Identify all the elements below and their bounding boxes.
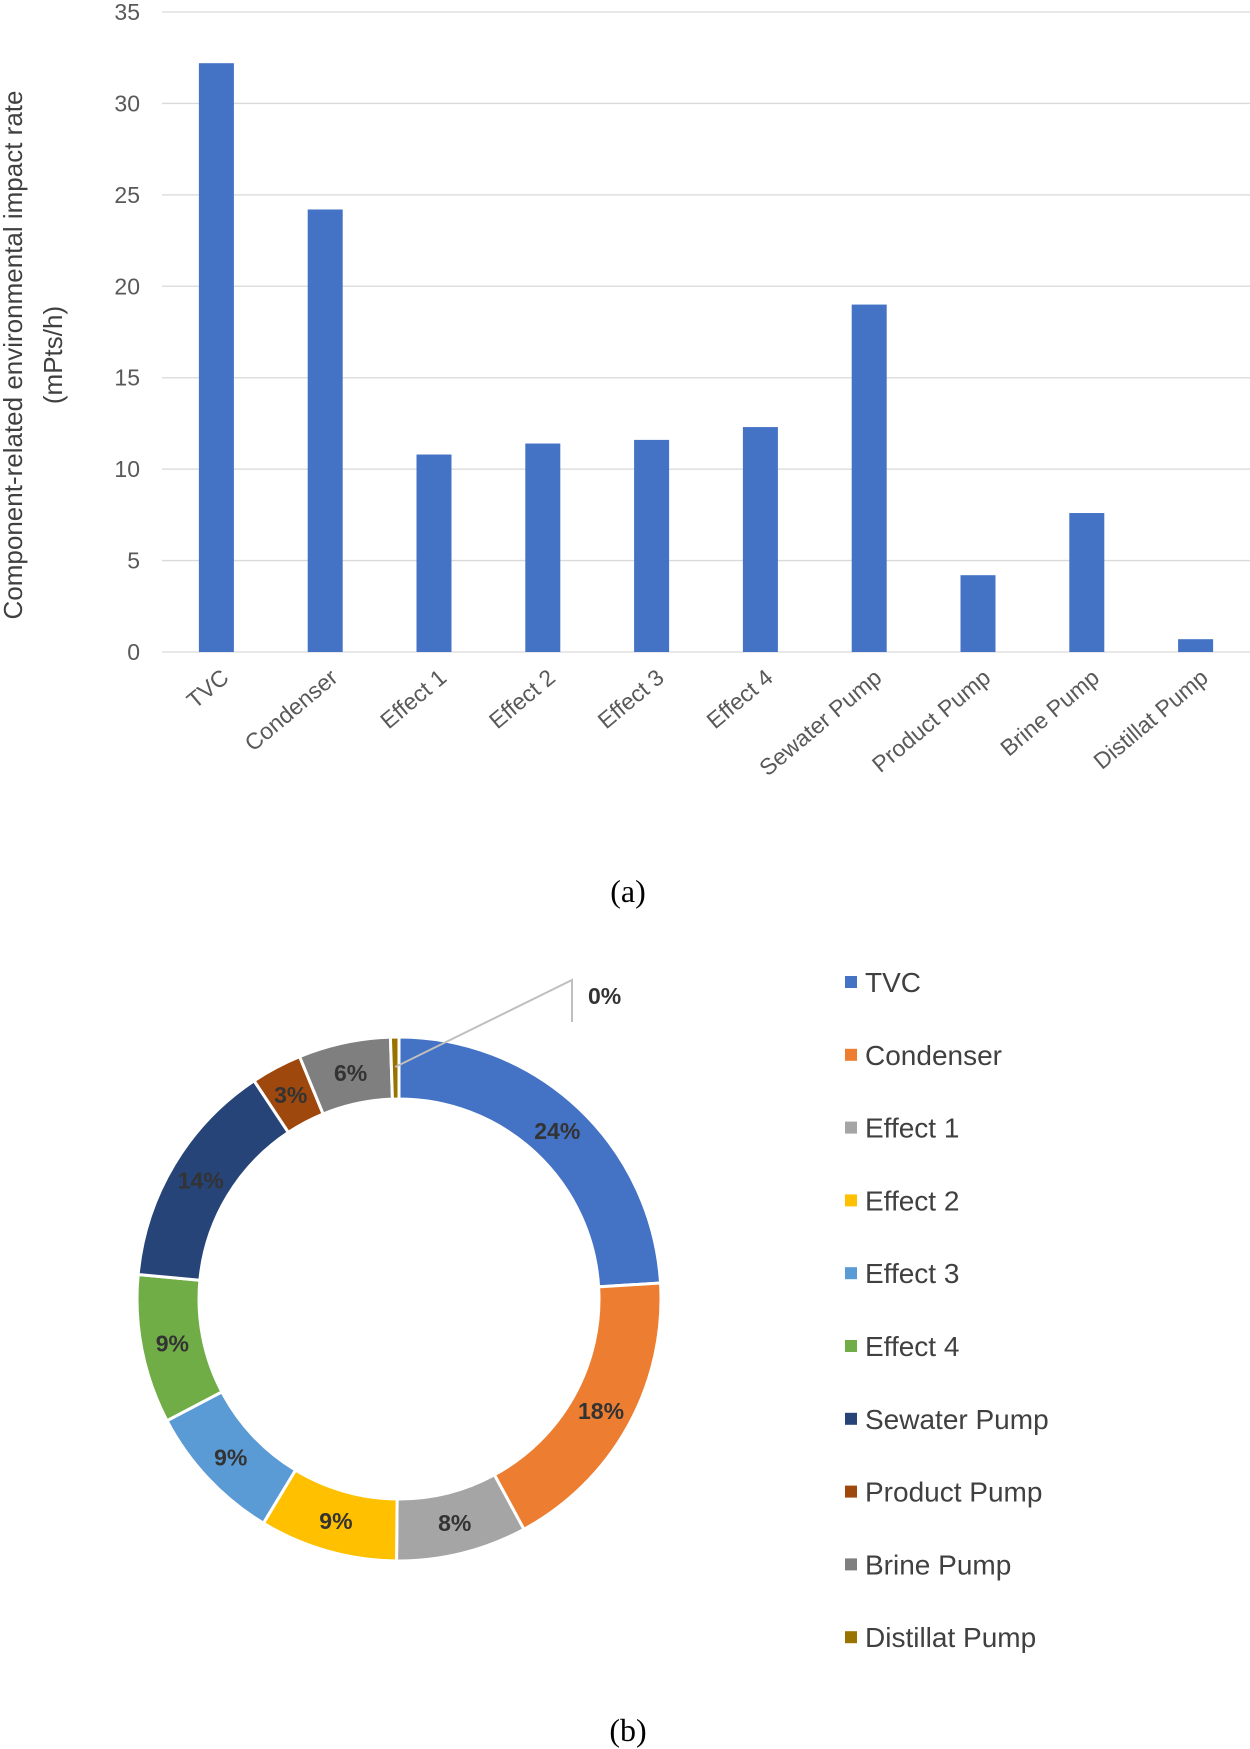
legend-entry: Effect 2 — [865, 1185, 959, 1216]
legend-swatch — [845, 1412, 857, 1425]
data-label: 0% — [588, 983, 621, 1009]
data-label: 24% — [534, 1118, 580, 1144]
bar-series — [198, 63, 1214, 652]
data-label: 14% — [178, 1167, 224, 1193]
bar-effect-4 — [742, 427, 778, 652]
data-label: 6% — [334, 1060, 367, 1086]
legend-swatch — [845, 1194, 857, 1207]
y-tick-label: 25 — [114, 182, 140, 208]
bar-y-axis-label-line2: (mPts/h) — [38, 306, 68, 404]
bar-effect-1 — [416, 454, 452, 652]
bar-product-pump — [960, 575, 996, 652]
bar-sewater-pump — [851, 304, 887, 652]
caption-a: (a) — [610, 873, 646, 909]
data-label: 18% — [578, 1398, 624, 1424]
bar-x-tick-labels: TVC Condenser Effect 1 Effect 2 Effect 3 Effe… — [182, 664, 1213, 781]
bar-effect-2 — [525, 443, 561, 652]
legend-entry: Effect 3 — [865, 1258, 959, 1289]
legend-entry: Brine Pump — [865, 1549, 1011, 1580]
data-label: 9% — [156, 1331, 189, 1357]
legend-entry: Product Pump — [865, 1477, 1042, 1508]
legend-entry: Sewater Pump — [865, 1404, 1049, 1435]
legend-swatch — [845, 1048, 857, 1061]
bar-tvc — [198, 63, 234, 652]
legend-entry: TVC — [865, 967, 921, 998]
donut-legend: TVC Condenser Effect 1 Effect 2 Effect 3 Effe… — [845, 967, 1049, 1653]
legend-entry: Effect 4 — [865, 1331, 959, 1362]
slice-tvc — [397, 1035, 663, 1289]
y-tick-label: 30 — [114, 90, 140, 116]
bar-brine-pump — [1069, 513, 1105, 652]
data-label: 9% — [214, 1444, 247, 1470]
legend-swatch — [845, 976, 857, 988]
x-tick-label: Distillat Pump — [1088, 664, 1212, 774]
bar-gridlines — [162, 11, 1250, 653]
legend-entry: Condenser — [865, 1040, 1002, 1071]
bar-effect-3 — [634, 439, 670, 652]
caption-b: (b) — [609, 1712, 646, 1748]
legend-swatch — [845, 1485, 857, 1498]
bar-distillat-pump — [1178, 639, 1214, 652]
legend-swatch — [845, 1340, 857, 1352]
x-tick-label: Product Pump — [867, 664, 995, 778]
data-label: 9% — [319, 1508, 352, 1534]
legend-entry: Distillat Pump — [865, 1622, 1036, 1653]
donut-chart: 24% 18% 8% 9% 9% 9% 14% 3% 6% 0% TVC Condenser Effe… — [135, 967, 1049, 1748]
x-tick-label: Effect 1 — [375, 664, 451, 734]
legend-swatch — [845, 1267, 857, 1280]
x-tick-label: Effect 3 — [593, 664, 669, 734]
bar-condenser — [307, 209, 343, 652]
x-tick-label: Condenser — [239, 664, 342, 756]
data-label: 8% — [438, 1510, 471, 1536]
bar-y-axis-label-line1: Component-related environmental impact r… — [0, 91, 28, 620]
y-tick-label: 35 — [114, 0, 140, 25]
legend-swatch — [845, 1558, 857, 1571]
leader-line — [394, 978, 573, 1068]
legend-swatch — [845, 1121, 857, 1134]
x-tick-label: Brine Pump — [995, 664, 1104, 761]
y-tick-label: 0 — [127, 639, 140, 665]
bar-y-tick-labels: 0 5 10 15 20 25 30 35 — [114, 0, 140, 665]
x-tick-label: Effect 4 — [701, 664, 777, 734]
y-tick-label: 10 — [114, 456, 140, 482]
y-tick-label: 5 — [127, 548, 140, 574]
data-label: 3% — [274, 1082, 307, 1108]
donut-data-labels: 24% 18% 8% 9% 9% 9% 14% 3% 6% 0% — [156, 978, 624, 1536]
legend-swatch — [845, 1631, 857, 1644]
x-tick-label: Effect 2 — [484, 664, 560, 734]
legend-entry: Effect 1 — [865, 1113, 959, 1144]
y-tick-label: 15 — [114, 365, 140, 391]
y-tick-label: 20 — [114, 273, 140, 299]
donut-slices — [135, 1035, 663, 1563]
x-tick-label: TVC — [182, 664, 234, 713]
slice-distillat-pump — [388, 1035, 401, 1101]
bar-chart: 0 5 10 15 20 25 30 35 TVC Condenser Effect 1 Effec… — [0, 0, 1250, 909]
